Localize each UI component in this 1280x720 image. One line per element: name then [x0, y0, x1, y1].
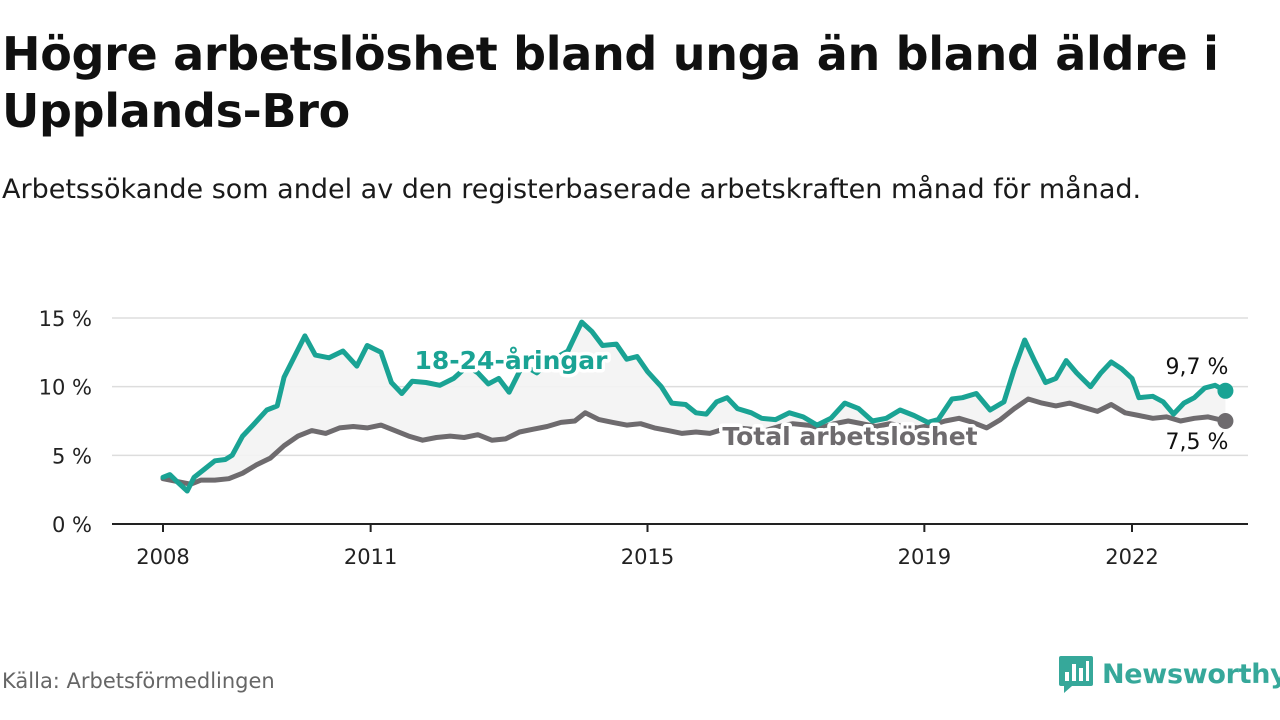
end-dot-total [1217, 413, 1234, 429]
series-lines [160, 319, 1234, 494]
x-tick-label: 2019 [898, 545, 951, 569]
end-label-total: 7,5 % [1166, 430, 1229, 455]
x-tick-label: 2022 [1105, 545, 1158, 569]
end-label-young: 9,7 % [1166, 355, 1229, 380]
source-note: Källa: Arbetsförmedlingen [2, 669, 275, 693]
series-line-young [160, 319, 1228, 494]
gap-band-area [163, 322, 1226, 491]
y-tick-label: 15 % [39, 307, 92, 331]
axes: 0 % 5 % 10 % 15 % 2008 2011 2015 2019 2022 [39, 307, 1248, 569]
series-label-young: 18-24-åringar [415, 346, 609, 375]
brand-name: Newsworthy [1102, 658, 1280, 690]
y-tick-label: 0 % [52, 513, 92, 537]
x-tick-label: 2011 [344, 545, 397, 569]
brand-logo: Newsworthy [1058, 654, 1280, 694]
x-tick-label: 2008 [136, 545, 189, 569]
end-dot-young [1217, 382, 1234, 399]
x-tick-label: 2015 [621, 545, 674, 569]
chart-title: Högre arbetslöshet bland unga än bland ä… [2, 27, 1219, 138]
chart-subtitle: Arbetssökande som andel av den registerb… [2, 174, 1142, 205]
series-label-total: Total arbetslöshet [722, 422, 977, 451]
newsworthy-logo-icon [1059, 656, 1093, 693]
y-tick-label: 5 % [52, 444, 92, 468]
series-line-total [160, 396, 1228, 487]
series-labels: 9,7 % 7,5 % 18-24-åringar Total arbetslöshe… [411, 343, 1229, 456]
gap-band [163, 322, 1226, 491]
y-tick-label: 10 % [39, 376, 92, 400]
